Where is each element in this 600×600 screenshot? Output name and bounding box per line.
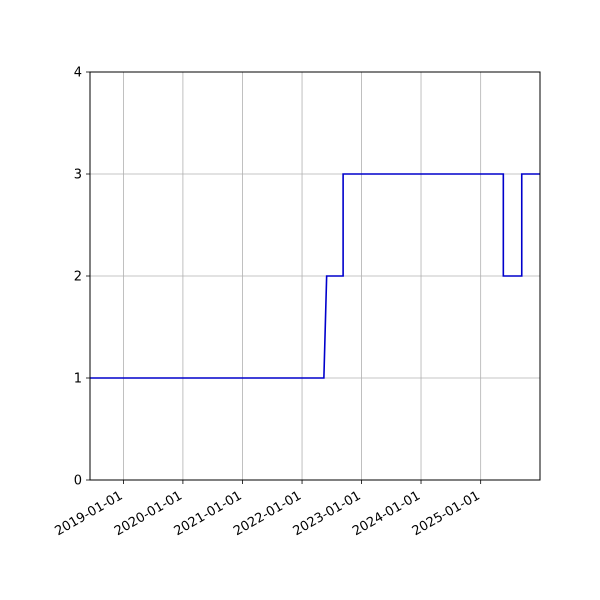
x-axis-ticks: 2019-01-012020-01-012021-01-012022-01-01… [52, 480, 483, 539]
y-tick-label: 2 [74, 270, 82, 285]
grid-lines [90, 71, 540, 481]
series-line [90, 173, 540, 379]
series-layer [90, 173, 540, 379]
y-tick-label: 1 [74, 372, 82, 387]
y-tick-label: 0 [74, 474, 82, 489]
y-tick-label: 3 [74, 168, 82, 183]
x-tick-label: 2025-01-01 [410, 488, 483, 539]
y-axis-ticks: 0 1 2 3 4 [74, 66, 90, 489]
y-tick-label: 4 [74, 66, 82, 81]
